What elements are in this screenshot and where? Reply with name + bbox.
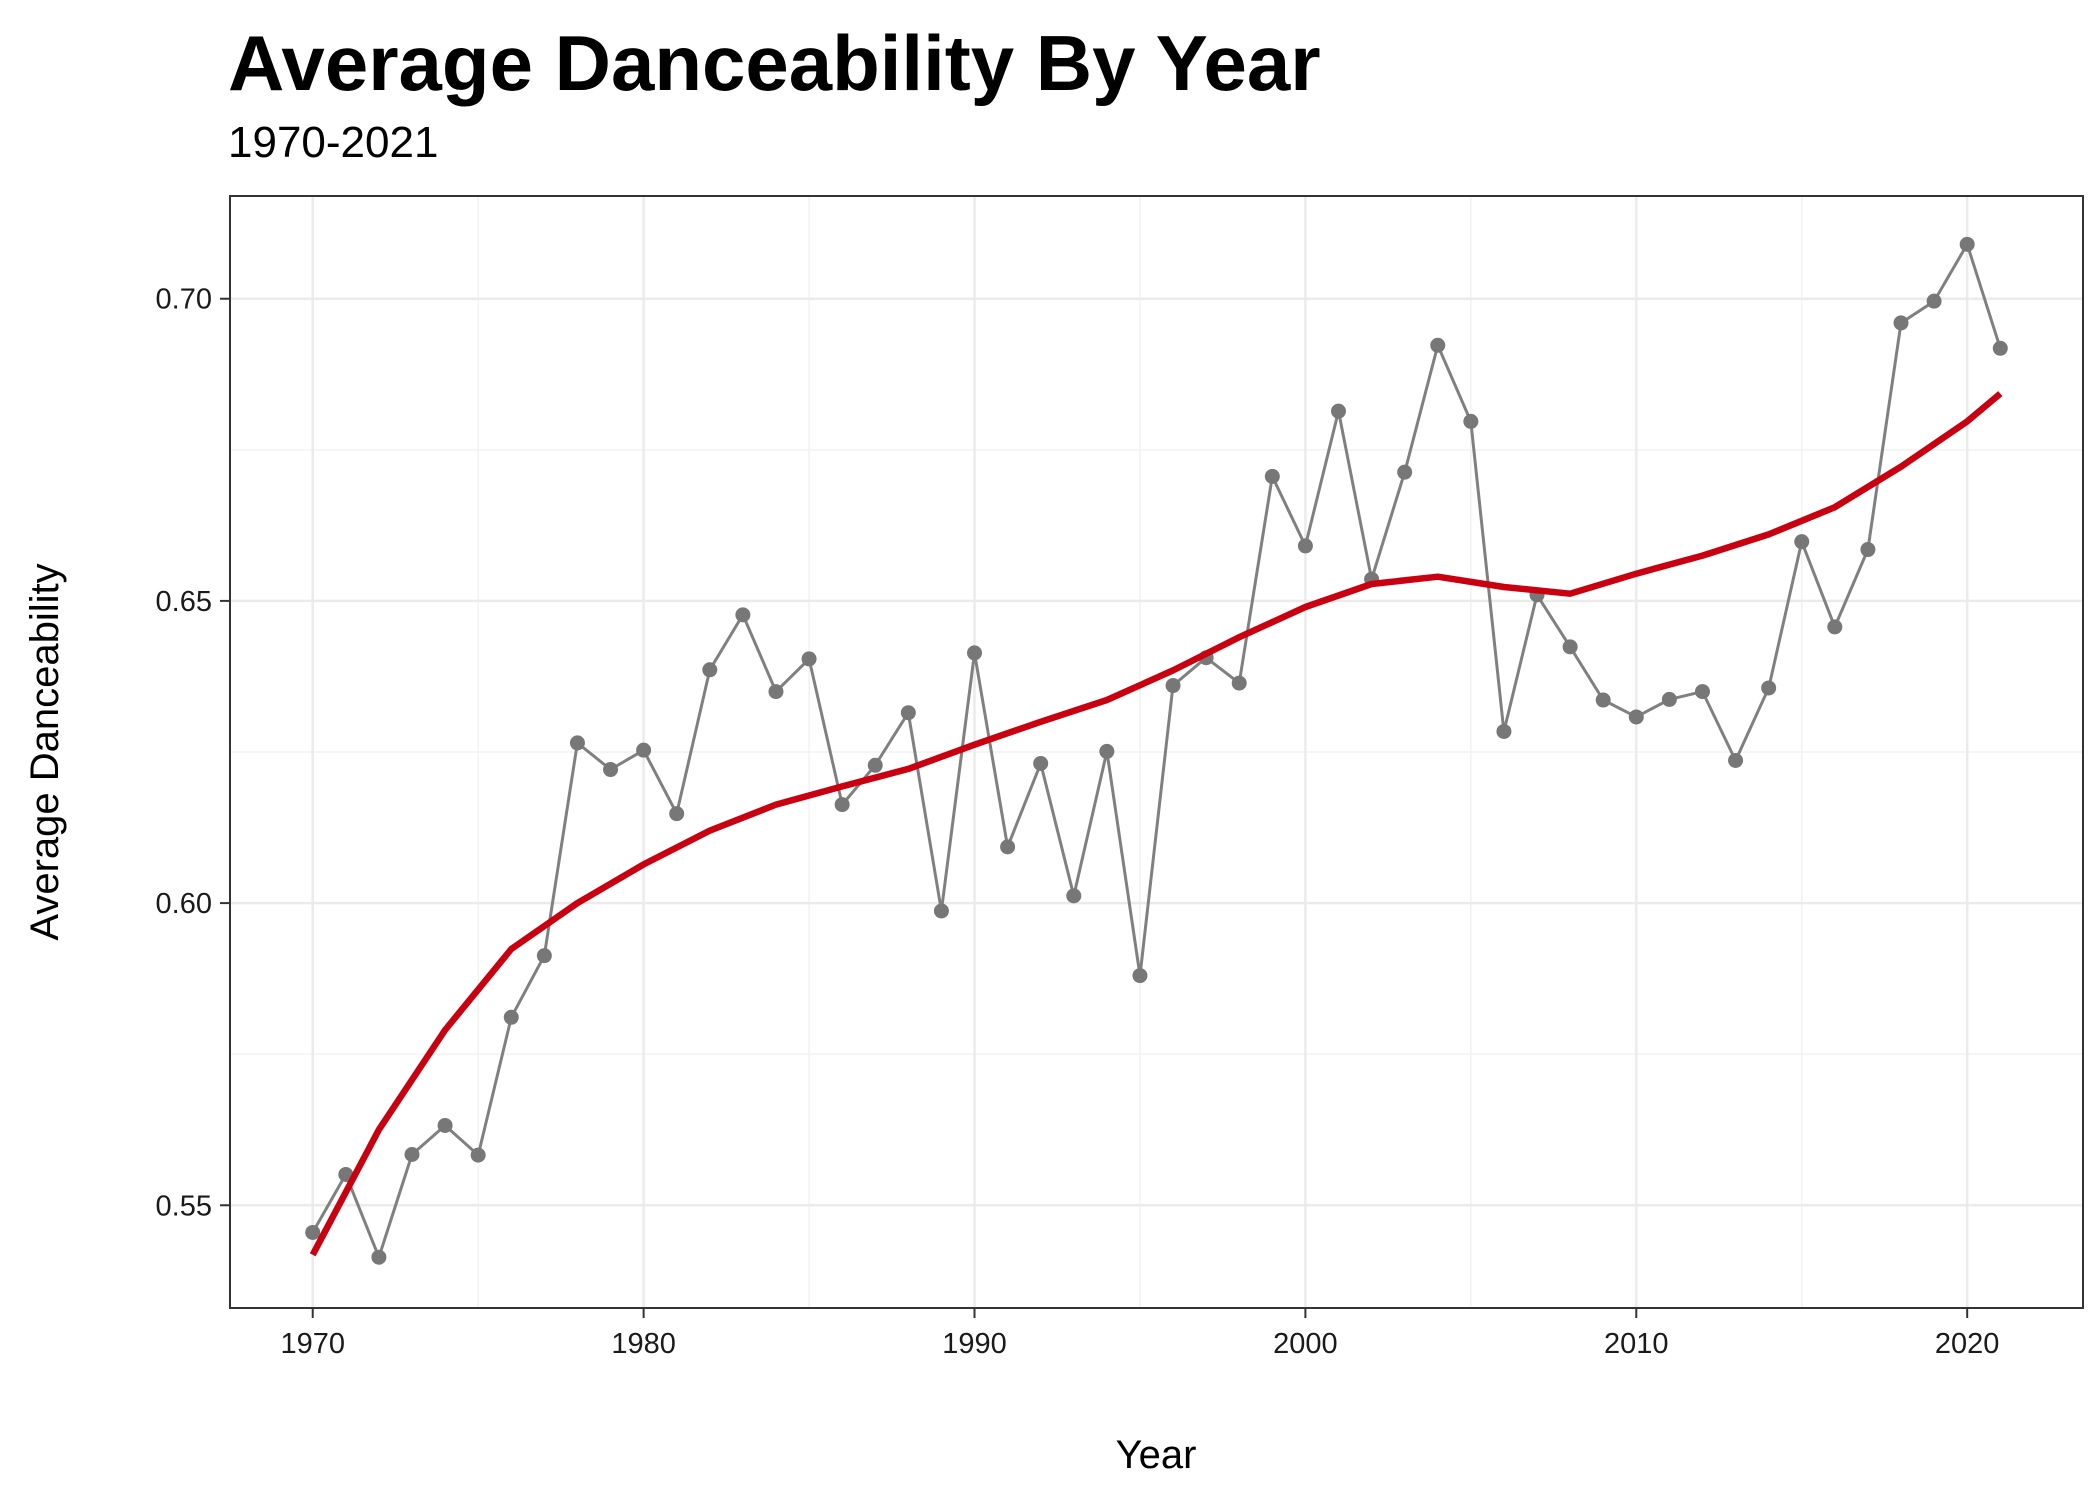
data-point: [834, 797, 850, 813]
major-gridlines: [230, 196, 2083, 1308]
data-series-layer: [305, 236, 2008, 1265]
y-tick-label: 0.70: [156, 284, 212, 316]
y-tick-label: 0.55: [156, 1190, 212, 1222]
y-axis-title: Average Danceability: [23, 563, 67, 940]
x-tick-label: 2010: [1604, 1328, 1669, 1360]
x-tick-label: 2000: [1273, 1328, 1338, 1360]
data-point: [1099, 743, 1115, 759]
x-axis: 1970 1980 1990 2000 2010 2020: [280, 1308, 1999, 1360]
data-point: [338, 1166, 354, 1182]
chart-title: Average Danceability By Year: [228, 19, 1321, 107]
data-point: [702, 662, 718, 678]
data-point: [1926, 293, 1942, 309]
data-point: [569, 735, 585, 751]
data-point: [1463, 413, 1479, 429]
x-axis-title: Year: [1116, 1433, 1197, 1477]
data-point: [1562, 639, 1578, 655]
data-point: [503, 1009, 519, 1025]
data-point: [1959, 236, 1975, 252]
data-point: [1397, 464, 1413, 480]
data-point: [1330, 403, 1346, 419]
data-point: [1430, 337, 1446, 353]
x-tick-label: 1990: [942, 1328, 1007, 1360]
data-point: [735, 607, 751, 623]
data-point: [1893, 315, 1909, 331]
data-point: [1231, 675, 1247, 691]
data-point: [1132, 968, 1148, 984]
y-tick-label: 0.60: [156, 888, 212, 920]
minor-gridlines: [230, 196, 2083, 1308]
trend-series-layer: [309, 391, 2003, 1257]
data-point: [1628, 709, 1644, 725]
data-point: [371, 1249, 387, 1265]
plot-panel-border: [229, 195, 2084, 1309]
data-point: [768, 684, 784, 700]
data-point: [1761, 680, 1777, 696]
trend-line: [309, 391, 2003, 1257]
data-point: [470, 1147, 486, 1163]
y-tick-label: 0.65: [156, 586, 212, 618]
x-tick-label: 2020: [1935, 1328, 2000, 1360]
data-point: [967, 645, 983, 661]
chart-subtitle: 1970-2021: [228, 118, 439, 167]
data-point: [1297, 538, 1313, 554]
data-point: [1165, 678, 1181, 694]
data-point: [1728, 752, 1744, 768]
data-point: [900, 705, 916, 721]
data-point: [1264, 468, 1280, 484]
data-point: [933, 903, 949, 919]
data-point: [669, 806, 685, 822]
data-point: [1496, 723, 1512, 739]
data-point: [1827, 619, 1843, 635]
data-point: [1794, 534, 1810, 550]
data-point: [1661, 691, 1677, 707]
data-point: [1860, 542, 1876, 558]
data-point: [1033, 755, 1049, 771]
data-point: [636, 742, 652, 758]
x-tick-label: 1970: [280, 1328, 345, 1360]
data-point: [404, 1146, 420, 1162]
data-point: [1992, 340, 2008, 356]
data-point: [801, 651, 817, 667]
data-point: [1000, 839, 1016, 855]
x-tick-label: 1980: [611, 1328, 676, 1360]
data-point: [1694, 684, 1710, 700]
data-point: [536, 948, 552, 964]
y-axis: 0.55 0.60 0.65 0.70: [156, 284, 230, 1222]
data-point: [305, 1224, 321, 1240]
data-point: [1595, 692, 1611, 708]
data-point: [867, 757, 883, 773]
data-point: [603, 762, 619, 778]
data-series-line: [311, 242, 2002, 1259]
data-point: [1066, 888, 1082, 904]
data-point: [437, 1117, 453, 1133]
